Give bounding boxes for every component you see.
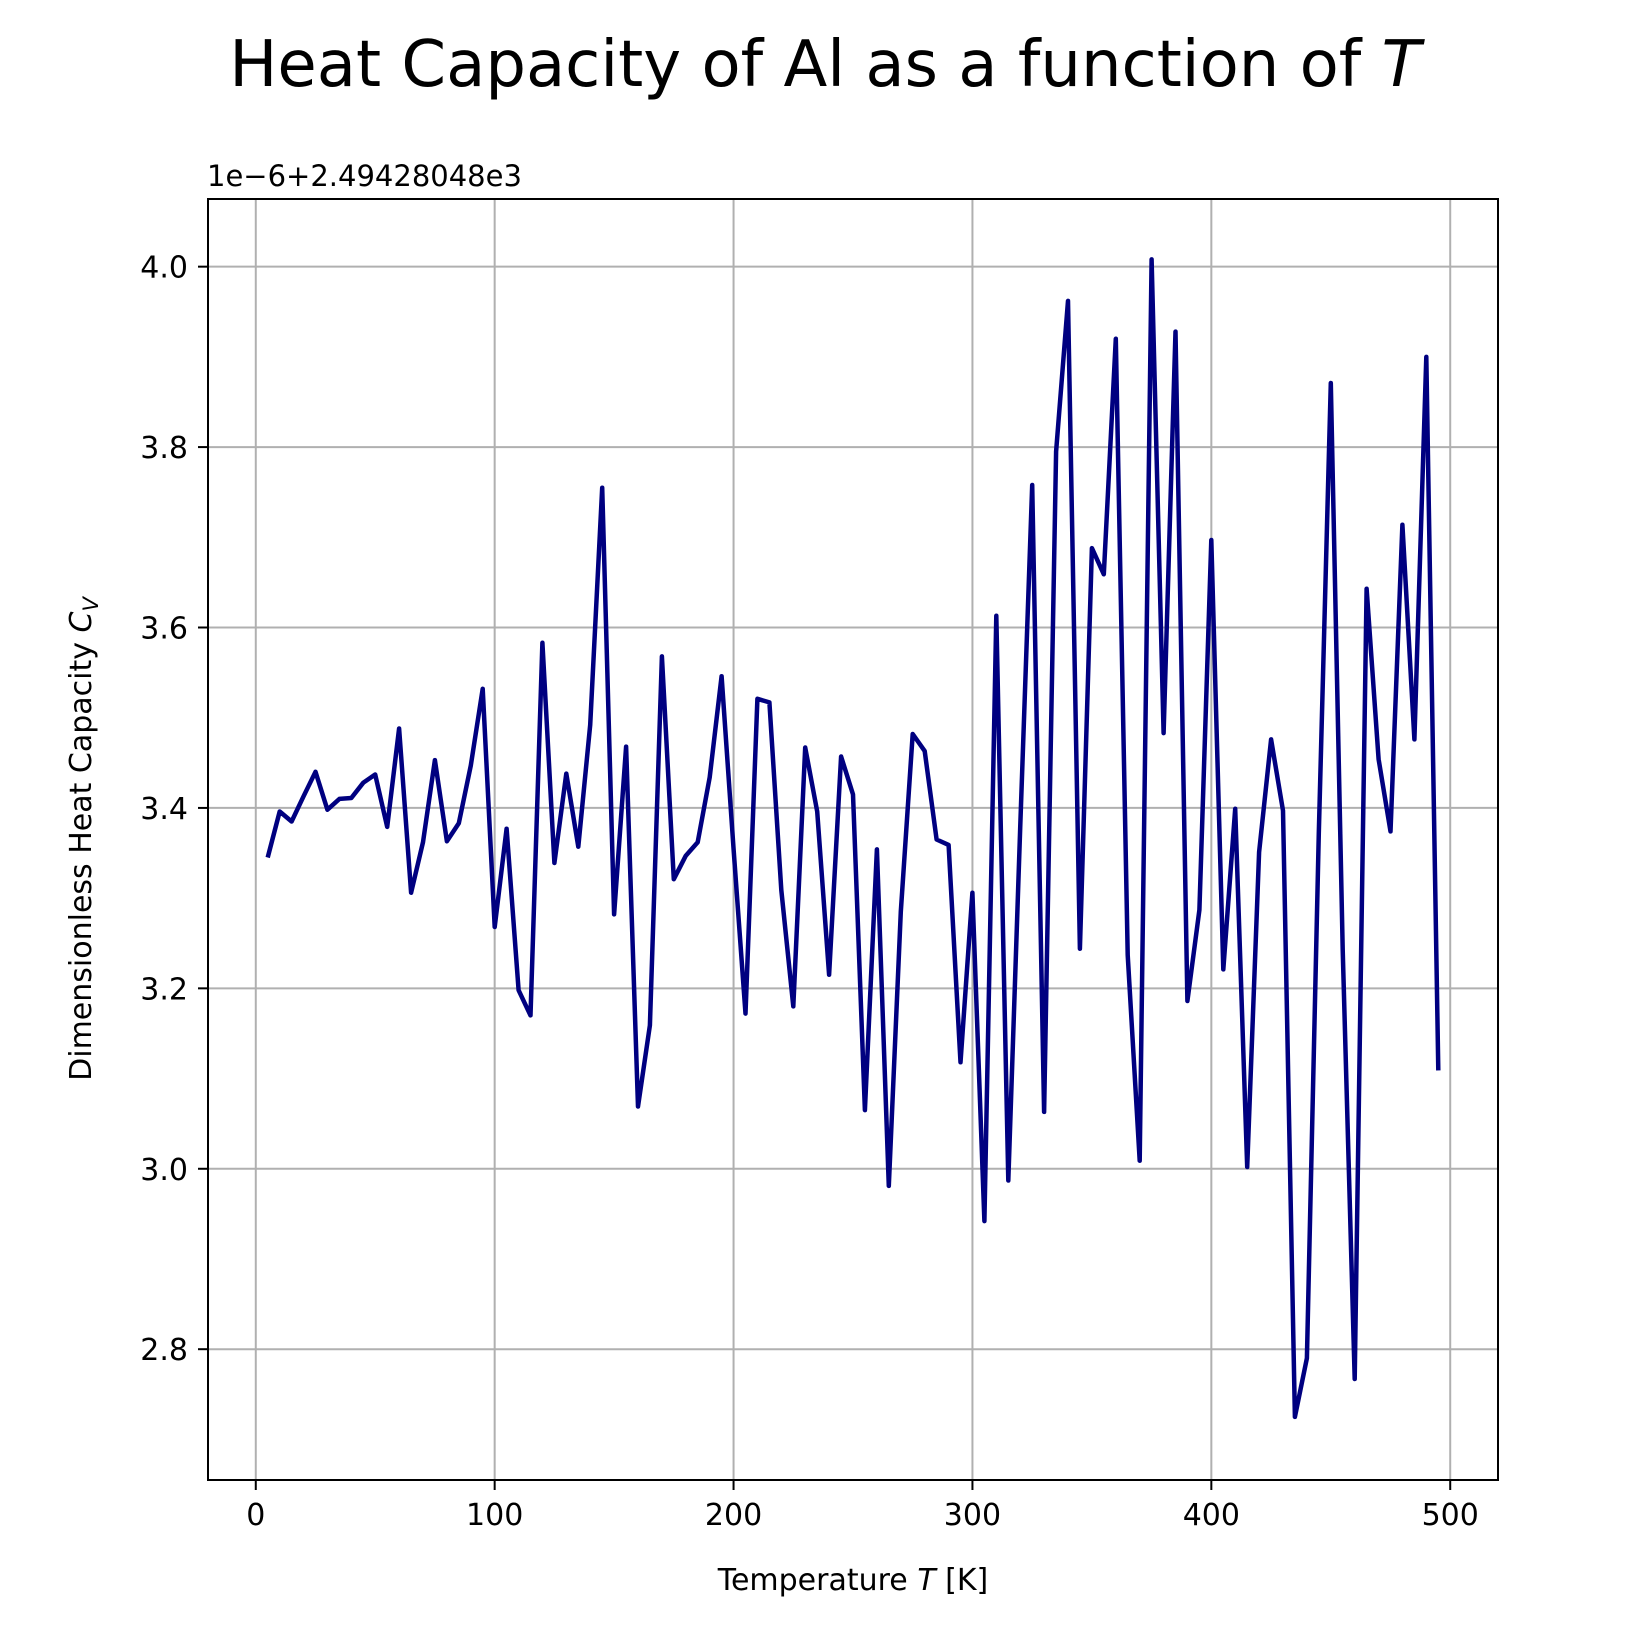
x-axis-label: Temperature T [K] xyxy=(717,1563,989,1598)
chart-title: Heat Capacity of Al as a function of T xyxy=(229,28,1425,102)
x-tick-label: 400 xyxy=(1183,1498,1240,1533)
y-tick-label: 3.0 xyxy=(140,1153,188,1188)
plot-area xyxy=(265,257,1441,1420)
y-axis-label-variable: C xyxy=(64,611,99,632)
y-tick-label: 3.8 xyxy=(140,431,188,466)
y-offset-text: 1e−6+2.49428048e3 xyxy=(207,159,522,193)
heat-capacity-series-line xyxy=(265,257,1441,1420)
x-tick-label: 300 xyxy=(944,1498,1001,1533)
y-tick-label: 3.2 xyxy=(140,972,188,1007)
y-axis-label-text: Dimensionless Heat Capacity xyxy=(64,632,99,1080)
chart-title-text: Heat Capacity of Al as a function of xyxy=(229,28,1381,102)
y-tick-label: 3.4 xyxy=(140,792,188,827)
x-axis-label-variable: T xyxy=(917,1563,938,1598)
y-tick-label: 2.8 xyxy=(140,1333,188,1368)
x-tick-label: 200 xyxy=(705,1498,762,1533)
x-tick-label: 500 xyxy=(1422,1498,1479,1533)
chart-title-variable: T xyxy=(1382,28,1426,102)
y-axis-ticks: 2.8 3.0 3.2 3.4 3.6 3.8 4.0 xyxy=(140,251,208,1368)
y-axis-label-subscript: V xyxy=(79,596,103,612)
y-tick-label: 3.6 xyxy=(140,612,188,647)
x-axis-label-text: Temperature xyxy=(717,1563,918,1598)
x-tick-label: 0 xyxy=(246,1498,265,1533)
x-axis-ticks: 0 100 200 300 400 500 xyxy=(246,1480,1479,1533)
x-axis-label-unit: [K] xyxy=(936,1563,989,1598)
x-tick-label: 100 xyxy=(466,1498,523,1533)
y-tick-label: 4.0 xyxy=(140,251,188,286)
y-axis-label: Dimensionless Heat Capacity CV xyxy=(64,596,103,1081)
plot-frame xyxy=(207,198,1499,1481)
